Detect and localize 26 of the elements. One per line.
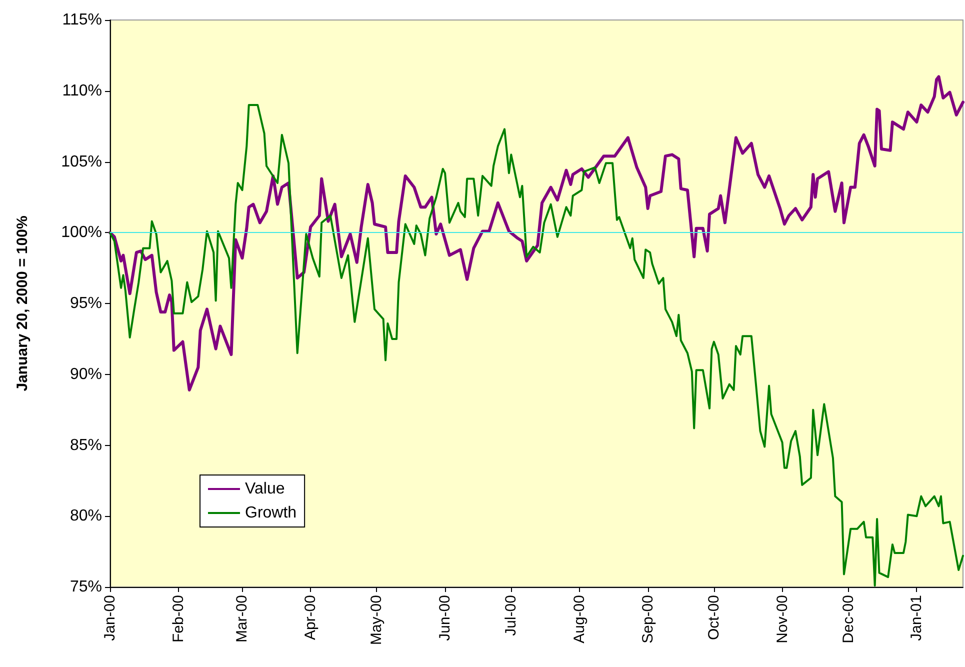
x-tick-label: Sep-00 (639, 595, 656, 644)
legend-label: Growth (245, 504, 297, 522)
y-axis-title: January 20, 2000 = 100% (14, 216, 31, 392)
x-tick-label: Mar-00 (234, 595, 251, 643)
x-tick-label: Dec-00 (840, 595, 857, 644)
y-tick-label: 85% (70, 436, 102, 454)
x-tick-label: May-00 (368, 595, 386, 646)
y-tick-label: 90% (70, 366, 102, 383)
y-tick-label: 75% (70, 578, 102, 596)
x-tick-label: Apr-00 (302, 595, 320, 640)
x-tick-label: Oct-00 (705, 595, 722, 640)
x-tick-label: Jul-00 (502, 595, 520, 636)
legend-label: Value (245, 480, 285, 498)
y-tick-label: 115% (62, 12, 102, 28)
x-tick-label: Jan-00 (102, 595, 118, 641)
y-tick-label: 105% (61, 153, 102, 170)
y-tick-label: 80% (70, 508, 102, 525)
y-tick-label: 110% (62, 82, 102, 100)
y-tick-label: 95% (70, 295, 102, 312)
x-tick-label: Jun-00 (436, 595, 454, 641)
y-tick-label: 100% (61, 224, 102, 242)
x-tick-label: Jan-01 (908, 595, 926, 641)
line-series (108, 75, 964, 392)
x-tick-label: Nov-00 (774, 595, 791, 644)
x-tick-label: Aug-00 (570, 595, 588, 644)
x-tick-label: Feb-00 (170, 595, 187, 643)
